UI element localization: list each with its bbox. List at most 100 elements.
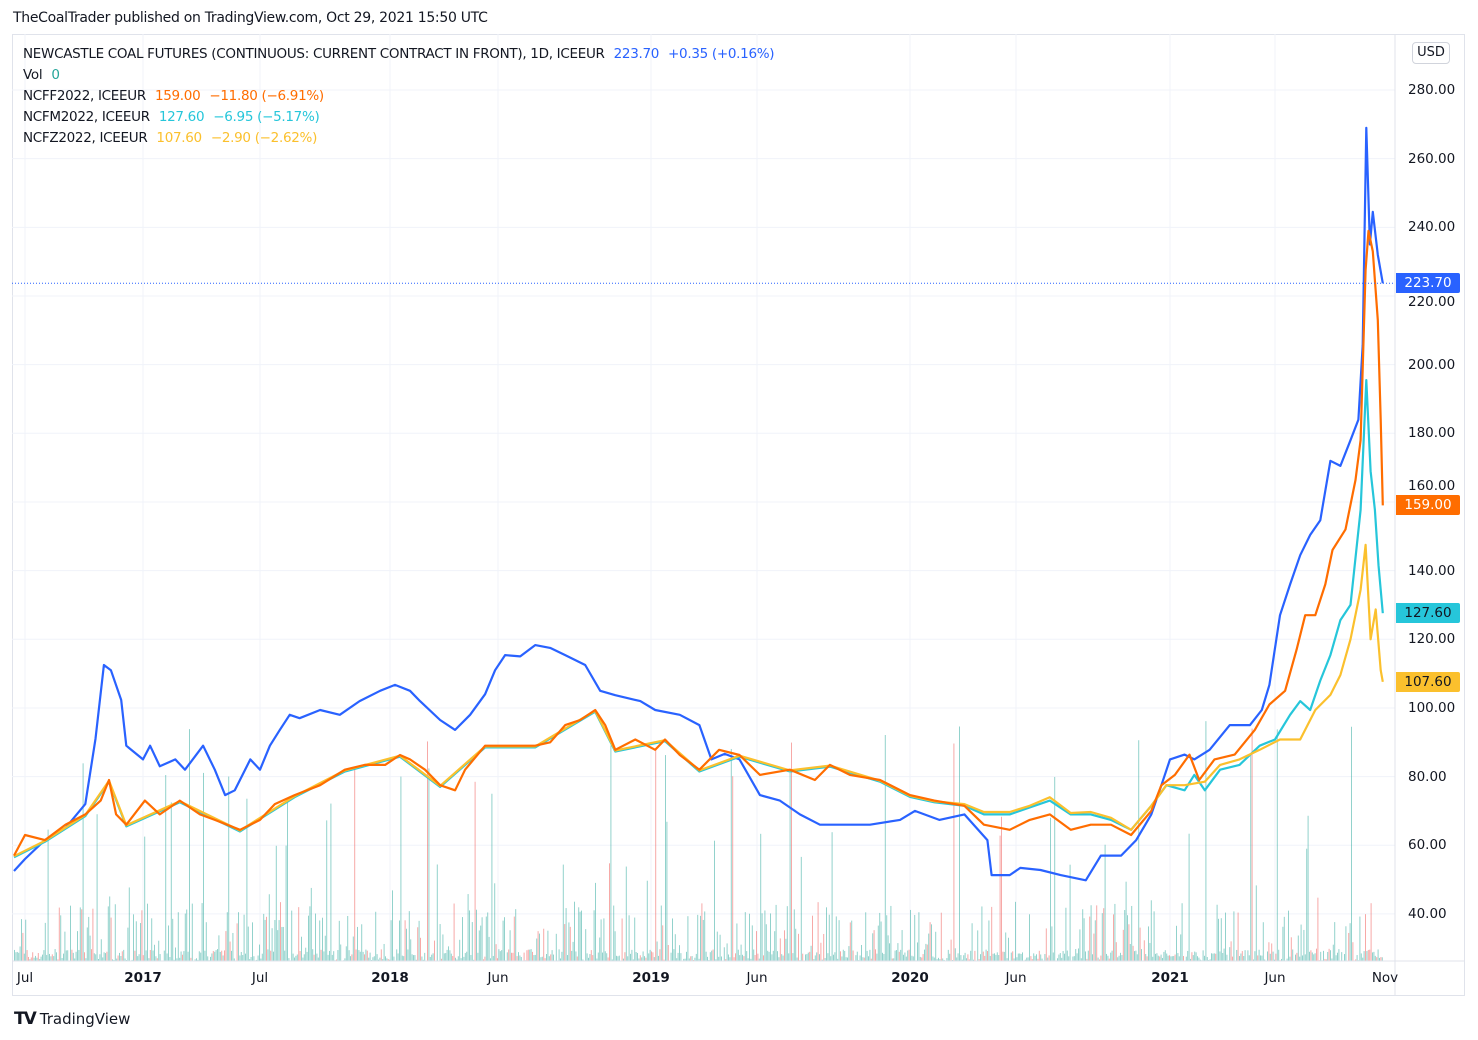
- volume-bar: [781, 954, 783, 961]
- legend-series-change: −6.95 (−5.17%): [213, 109, 320, 125]
- volume-bar: [575, 951, 577, 961]
- volume-bar: [1008, 937, 1009, 961]
- volume-bar: [767, 950, 769, 961]
- legend-main[interactable]: NEWCASTLE COAL FUTURES (CONTINUOUS: CURR…: [23, 44, 779, 65]
- volume-bar: [768, 951, 770, 961]
- legend-ncff2022[interactable]: NCFF2022, ICEEUR 159.00 −11.80 (−6.91%): [23, 86, 779, 107]
- volume-bar: [1292, 949, 1294, 961]
- volume-bar: [50, 956, 52, 961]
- volume-bar: [926, 944, 928, 961]
- volume-bar: [721, 956, 722, 961]
- volume-bar: [389, 959, 391, 961]
- volume-bar: [1183, 956, 1184, 961]
- volume-bar: [984, 955, 986, 961]
- tradingview-logo[interactable]: TV TradingView: [14, 1009, 130, 1029]
- volume-bar: [105, 953, 106, 961]
- volume-bar: [1348, 932, 1350, 961]
- volume-bar: [75, 951, 77, 961]
- volume-bar: [453, 903, 455, 961]
- volume-bar: [324, 935, 326, 961]
- volume-bar: [933, 957, 935, 961]
- volume-bar: [299, 951, 301, 961]
- volume-bar: [382, 959, 384, 961]
- volume-bar: [238, 912, 239, 961]
- volume-bar: [1192, 955, 1194, 961]
- volume-bar: [532, 951, 533, 961]
- volume-bar: [784, 930, 785, 961]
- time-tick-label: Jun: [1005, 970, 1027, 986]
- time-tick-label: 2019: [632, 970, 670, 986]
- volume-bar: [196, 958, 197, 961]
- volume-bar: [859, 955, 861, 961]
- volume-bar: [264, 919, 266, 961]
- volume-bar: [1303, 929, 1305, 961]
- legend-ncfz2022[interactable]: NCFZ2022, ICEEUR 107.60 −2.90 (−2.62%): [23, 128, 779, 149]
- volume-bar: [884, 735, 886, 961]
- volume-bar: [422, 959, 424, 961]
- volume-bar: [383, 943, 385, 961]
- volume-bar: [537, 931, 539, 961]
- volume-bar: [463, 956, 465, 961]
- legend-ncfm2022[interactable]: NCFM2022, ICEEUR 127.60 −6.95 (−5.17%): [23, 107, 779, 128]
- volume-bar: [912, 956, 914, 961]
- volume-bar: [845, 957, 847, 961]
- volume-bar: [1373, 951, 1375, 961]
- volume-bar: [1313, 954, 1315, 961]
- volume-bar: [827, 953, 829, 961]
- volume-bar: [229, 941, 231, 961]
- volume-bar: [1236, 949, 1238, 961]
- volume-bar: [546, 954, 547, 961]
- volume-bar: [110, 917, 112, 961]
- volume-bar: [1013, 958, 1015, 961]
- volume-bar: [819, 954, 820, 961]
- volume-bar: [778, 957, 780, 961]
- volume-bar: [1215, 953, 1217, 961]
- volume-bar: [448, 946, 449, 961]
- volume-bar: [428, 768, 430, 961]
- volume-bar: [476, 909, 477, 961]
- volume-bar: [971, 923, 973, 961]
- currency-button[interactable]: USD: [1412, 42, 1450, 64]
- volume-bar: [1261, 955, 1263, 961]
- volume-bar: [403, 956, 405, 961]
- legend-volume[interactable]: Vol 0: [23, 65, 779, 86]
- volume-bar: [1240, 953, 1242, 961]
- volume-bar: [43, 950, 45, 961]
- volume-bar: [498, 949, 500, 961]
- volume-bar: [632, 959, 634, 961]
- price-tick-label: 40.00: [1408, 905, 1447, 922]
- volume-bar: [533, 955, 535, 961]
- series-line-newcastle: [13, 126, 1384, 882]
- volume-bar: [683, 958, 685, 961]
- volume-bar: [1276, 729, 1278, 961]
- volume-bar: [333, 951, 335, 961]
- volume-bar: [18, 952, 20, 961]
- volume-bar: [1141, 949, 1142, 961]
- time-tick-label: Jun: [1264, 970, 1286, 986]
- volume-bar: [1047, 957, 1049, 961]
- volume-bar: [1338, 949, 1340, 961]
- volume-bar: [277, 930, 279, 961]
- volume-bar: [1166, 953, 1168, 961]
- volume-bar: [1367, 949, 1369, 961]
- volume-bar: [212, 950, 214, 961]
- volume-bar: [718, 956, 720, 961]
- volume-bar: [1072, 956, 1074, 961]
- volume-bar: [869, 949, 871, 961]
- volume-bar: [1034, 955, 1036, 961]
- volume-bar: [351, 954, 353, 961]
- volume-bar: [911, 955, 913, 961]
- volume-bar: [813, 959, 815, 961]
- volume-bar: [637, 952, 638, 961]
- volume-bar: [1264, 959, 1266, 961]
- legend-series-last: 159.00: [154, 88, 201, 104]
- volume-bar: [116, 958, 118, 961]
- volume-bar: [631, 949, 633, 961]
- volume-bar: [1299, 956, 1301, 961]
- volume-bar: [851, 920, 853, 961]
- volume-bar: [726, 943, 728, 961]
- volume-bar: [434, 940, 435, 961]
- volume-bar: [1344, 954, 1345, 961]
- volume-bar: [582, 959, 584, 961]
